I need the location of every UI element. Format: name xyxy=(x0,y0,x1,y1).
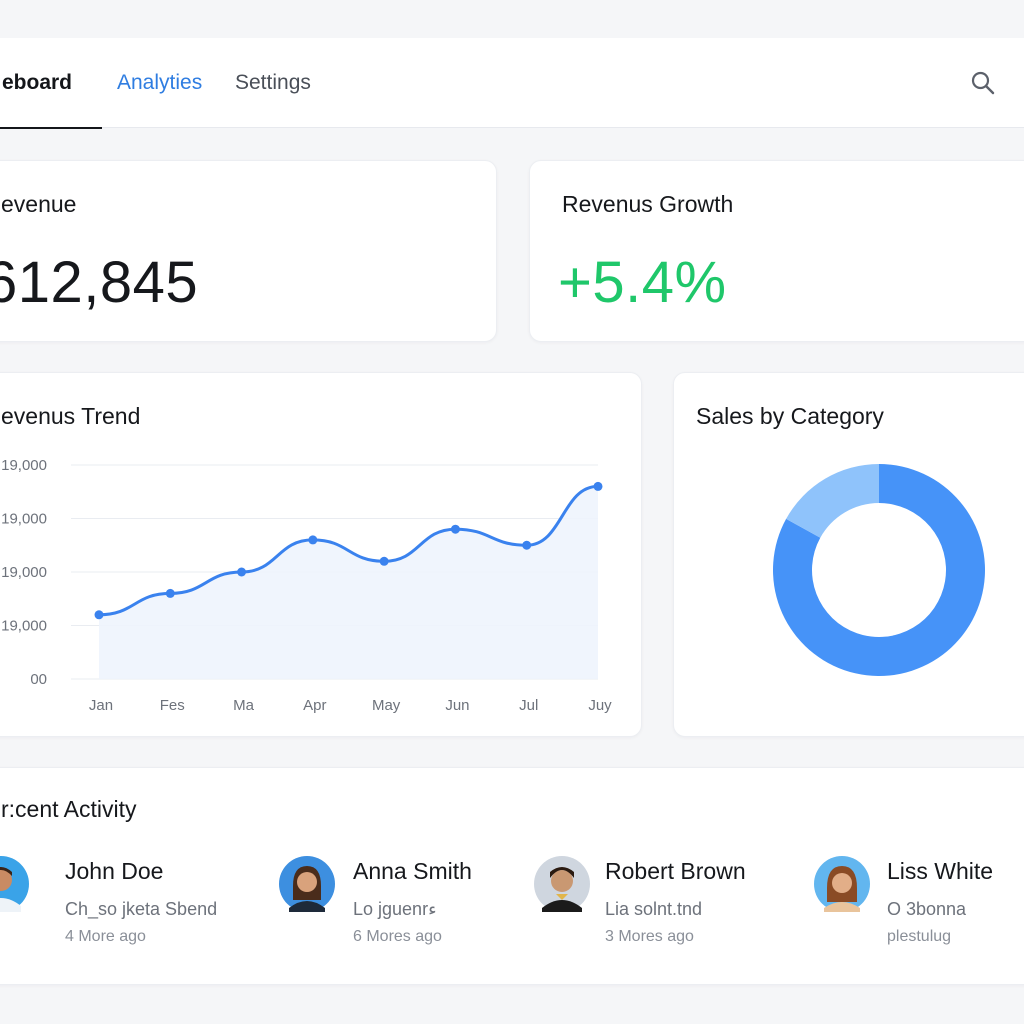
revenue-trend-title: evenus Trend xyxy=(1,403,141,429)
data-point xyxy=(379,556,389,566)
activity-name: Liss White xyxy=(887,858,994,884)
activity-time: plestulug xyxy=(887,928,952,945)
data-point xyxy=(165,588,175,598)
x-tick-label: Jan xyxy=(89,697,113,714)
activity-time: 6 Mores ago xyxy=(353,928,442,945)
data-point xyxy=(94,610,104,620)
activity-description: Lia solnt.tnd xyxy=(605,899,703,919)
tab-dashboard[interactable]: eboard xyxy=(0,38,102,129)
revenue-trend-card: evenus Trend 19,000 19,000 19,000 19,000 00 J… xyxy=(0,372,642,737)
activity-name: Robert Brown xyxy=(605,858,746,884)
revenue-growth-card: Revenus Growth +5.4% xyxy=(529,160,1024,342)
revenue-card: evenue 612,845 xyxy=(0,160,497,342)
x-tick-label: Jul xyxy=(519,697,538,714)
avatar-icon xyxy=(279,856,335,912)
revenue-growth-title: Revenus Growth xyxy=(562,191,734,217)
activity-description: Ch_so jketa Sbend xyxy=(65,899,218,919)
revenue-value: 612,845 xyxy=(0,250,199,315)
y-tick-label: 19,000 xyxy=(1,618,47,635)
activity-time: 3 Mores ago xyxy=(605,928,694,945)
recent-activity-title: r:cent Activity xyxy=(1,796,137,822)
x-tick-label: May xyxy=(372,697,401,714)
activity-description: Lo jguenrء xyxy=(353,899,437,919)
revenue-title: evenue xyxy=(1,191,77,217)
data-point xyxy=(308,535,318,545)
revenue-growth-value: +5.4% xyxy=(558,250,727,315)
data-point xyxy=(593,481,603,491)
x-tick-label: Jun xyxy=(445,697,469,714)
y-tick-label: 00 xyxy=(30,671,47,688)
search-icon[interactable] xyxy=(970,70,996,96)
activity-time: 4 More ago xyxy=(65,928,146,945)
sales-by-category-card: Sales by Category xyxy=(673,372,1024,737)
avatar-icon xyxy=(0,856,29,912)
x-tick-label: Ma xyxy=(233,697,254,714)
y-tick-label: 19,000 xyxy=(1,511,47,528)
revenue-trend-chart: 19,000 19,000 19,000 19,000 00 Jan Fes Ma Apr May… xyxy=(1,457,612,714)
y-tick-label: 19,000 xyxy=(1,457,47,474)
donut-slice xyxy=(773,464,985,676)
y-tick-label: 19,000 xyxy=(1,564,47,581)
avatar-icon xyxy=(534,856,590,912)
activity-name: Anna Smith xyxy=(353,858,472,884)
data-point xyxy=(237,567,247,577)
x-tick-label: Juy xyxy=(588,697,612,714)
x-tick-label: Fes xyxy=(160,697,185,714)
tab-analytics[interactable]: Analyties xyxy=(117,71,203,94)
x-tick-label: Apr xyxy=(303,697,326,714)
data-point xyxy=(522,540,532,550)
top-nav: eboard Analyties Settings xyxy=(0,38,1024,129)
area-fill xyxy=(99,486,598,679)
data-point xyxy=(450,524,460,534)
recent-activity-card: r:cent Activity John Doe Ch_so jketa Sbe… xyxy=(0,767,1024,985)
avatar-icon xyxy=(814,856,870,912)
activity-name: John Doe xyxy=(65,858,164,884)
sales-donut-chart xyxy=(773,464,985,676)
sales-by-category-title: Sales by Category xyxy=(696,403,884,429)
activity-description: O 3bonna xyxy=(887,899,967,919)
donut-slice xyxy=(786,464,879,538)
tab-settings[interactable]: Settings xyxy=(235,71,311,94)
